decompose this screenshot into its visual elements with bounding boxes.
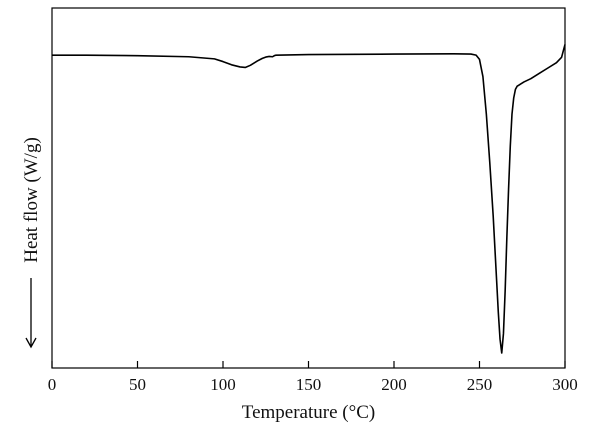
heat-flow-direction-arrow-icon [25,278,37,349]
x-axis-ticks: 0 50 100 150 200 250 300 [48,361,578,394]
y-axis-title: Heat flow (W/g) [21,137,42,263]
x-tick-label: 100 [210,375,236,394]
x-tick-label: 50 [129,375,146,394]
plot-frame [51,7,566,369]
x-tick-label: 300 [552,375,578,394]
x-tick-label: 200 [381,375,407,394]
x-tick-label: 250 [467,375,493,394]
x-tick-label: 150 [296,375,322,394]
heat-flow-curve [52,44,566,354]
x-tick-label: 0 [48,375,57,394]
x-axis-title: Temperature (°C) [242,402,375,423]
